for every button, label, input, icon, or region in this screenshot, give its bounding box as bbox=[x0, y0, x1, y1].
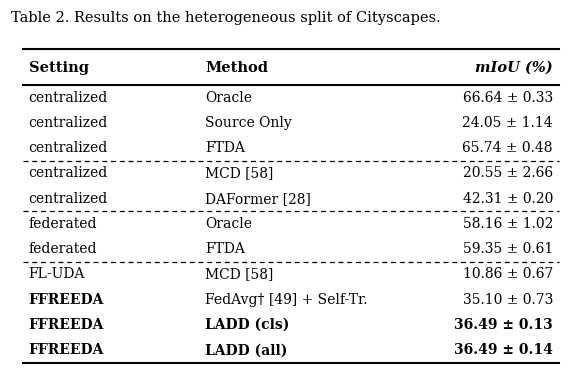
Text: Oracle: Oracle bbox=[205, 217, 252, 231]
Text: Table 2. Results on the heterogeneous split of Cityscapes.: Table 2. Results on the heterogeneous sp… bbox=[11, 11, 441, 25]
Text: FTDA: FTDA bbox=[205, 141, 245, 155]
Text: MCD [58]: MCD [58] bbox=[205, 166, 274, 180]
Text: centralized: centralized bbox=[28, 141, 108, 155]
Text: 36.49 ± 0.14: 36.49 ± 0.14 bbox=[454, 343, 553, 357]
Text: FTDA: FTDA bbox=[205, 242, 245, 256]
Text: centralized: centralized bbox=[28, 91, 108, 105]
Text: federated: federated bbox=[28, 217, 97, 231]
Text: 10.86 ± 0.67: 10.86 ± 0.67 bbox=[462, 268, 553, 282]
Text: centralized: centralized bbox=[28, 166, 108, 180]
Text: 58.16 ± 1.02: 58.16 ± 1.02 bbox=[462, 217, 553, 231]
Text: 42.31 ± 0.20: 42.31 ± 0.20 bbox=[462, 192, 553, 206]
Text: Setting: Setting bbox=[28, 61, 88, 75]
Text: DAFormer [28]: DAFormer [28] bbox=[205, 192, 311, 206]
Text: 20.55 ± 2.66: 20.55 ± 2.66 bbox=[463, 166, 553, 180]
Text: FedAvg† [49] + Self-Tr.: FedAvg† [49] + Self-Tr. bbox=[205, 293, 368, 307]
Text: 59.35 ± 0.61: 59.35 ± 0.61 bbox=[463, 242, 553, 256]
Text: 65.74 ± 0.48: 65.74 ± 0.48 bbox=[462, 141, 553, 155]
Text: MCD [58]: MCD [58] bbox=[205, 268, 274, 282]
Text: Method: Method bbox=[205, 61, 268, 75]
Text: 24.05 ± 1.14: 24.05 ± 1.14 bbox=[462, 116, 553, 130]
Text: 66.64 ± 0.33: 66.64 ± 0.33 bbox=[463, 91, 553, 105]
Text: LADD (all): LADD (all) bbox=[205, 343, 288, 357]
Text: FL-UDA: FL-UDA bbox=[28, 268, 85, 282]
Text: centralized: centralized bbox=[28, 192, 108, 206]
Text: Oracle: Oracle bbox=[205, 91, 252, 105]
Text: federated: federated bbox=[28, 242, 97, 256]
Text: mIoU (%): mIoU (%) bbox=[475, 61, 553, 75]
Text: Source Only: Source Only bbox=[205, 116, 292, 130]
Text: 35.10 ± 0.73: 35.10 ± 0.73 bbox=[462, 293, 553, 307]
Text: LADD (cls): LADD (cls) bbox=[205, 318, 290, 332]
Text: FFREEDA: FFREEDA bbox=[28, 343, 104, 357]
Text: 36.49 ± 0.13: 36.49 ± 0.13 bbox=[454, 318, 553, 332]
Text: FFREEDA: FFREEDA bbox=[28, 318, 104, 332]
Text: FFREEDA: FFREEDA bbox=[28, 293, 104, 307]
Text: centralized: centralized bbox=[28, 116, 108, 130]
